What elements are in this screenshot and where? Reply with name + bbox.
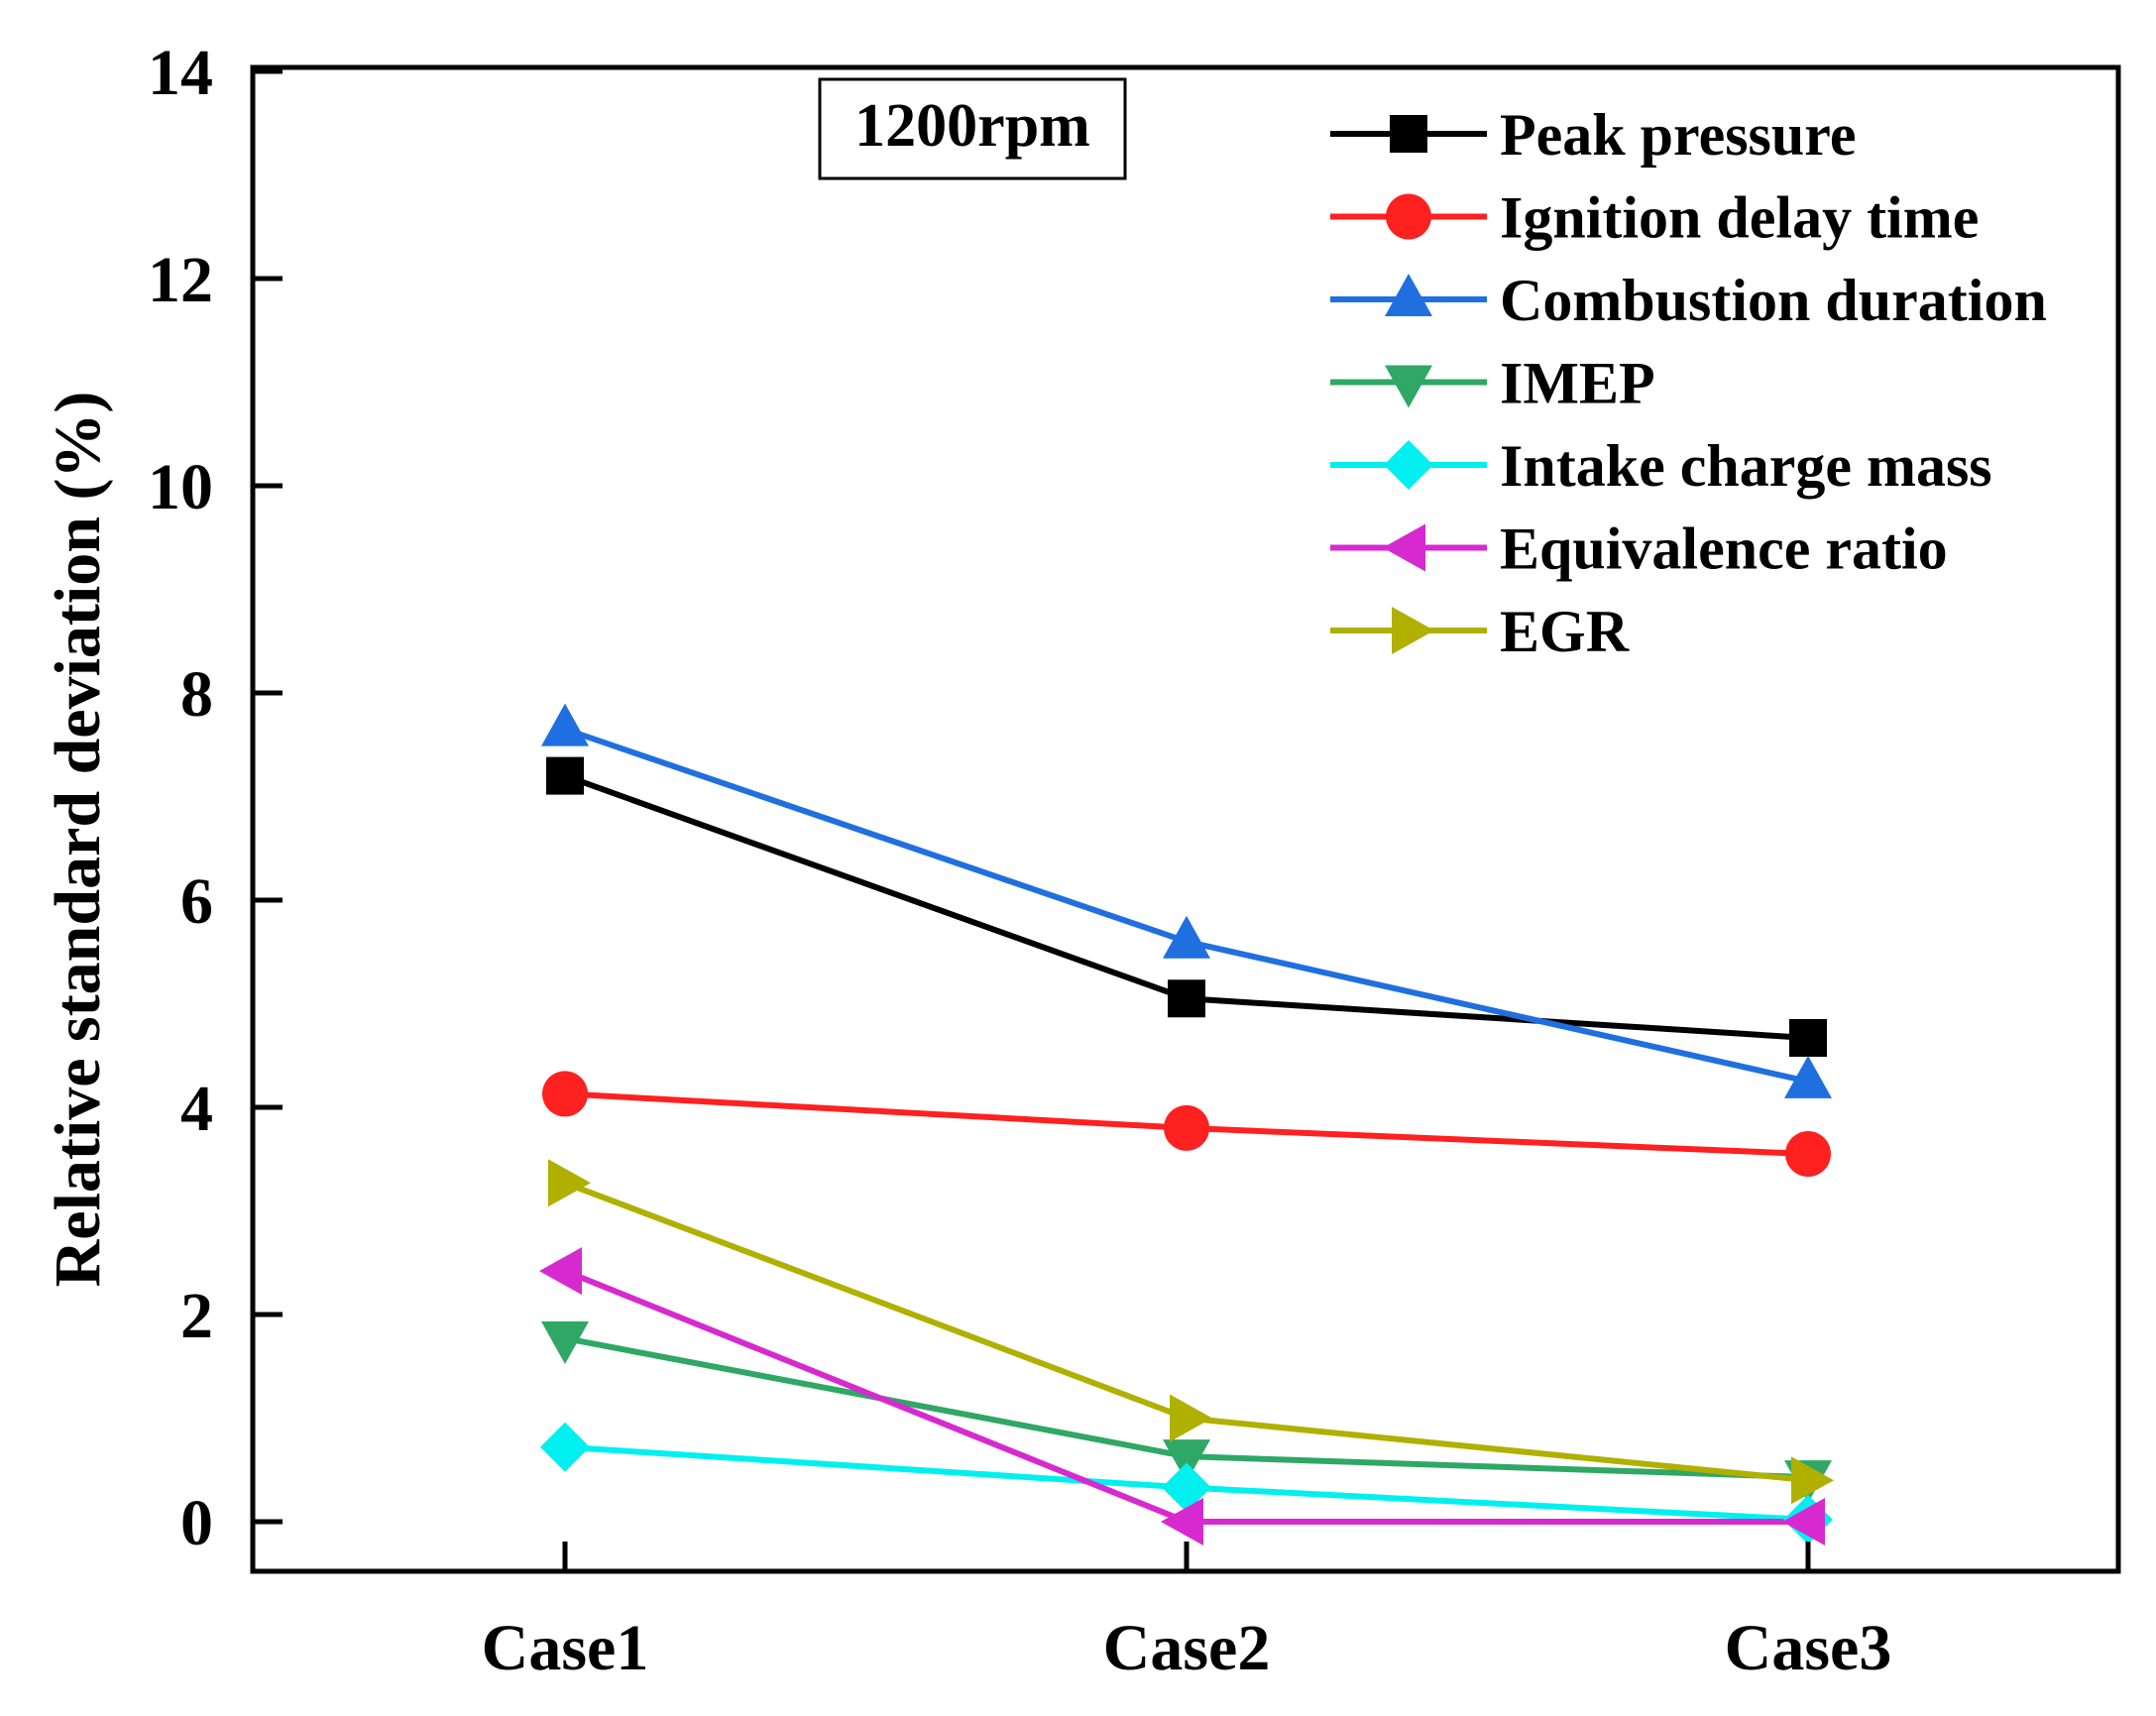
data-point <box>1782 1498 1825 1545</box>
legend-marker <box>1390 115 1427 153</box>
data-point <box>1791 1456 1834 1505</box>
annotation-box <box>818 77 1127 180</box>
data-point <box>1170 1394 1212 1442</box>
data-point <box>1163 1439 1210 1483</box>
legend-label: EGR <box>1500 599 1630 664</box>
y-tick-label: 10 <box>148 451 213 523</box>
y-tick-label: 14 <box>148 37 213 109</box>
legend-label: Peak pressure <box>1500 102 1856 168</box>
y-tick-label: 0 <box>180 1487 213 1559</box>
legend-label: Intake charge mass <box>1500 433 1992 499</box>
data-point <box>1162 1462 1211 1513</box>
data-point <box>541 1321 589 1365</box>
y-tick-label: 6 <box>180 865 213 938</box>
legend-marker <box>1386 193 1431 240</box>
plot-marks <box>539 703 1834 1545</box>
data-point <box>546 756 584 795</box>
y-tick-label: 12 <box>148 244 213 316</box>
data-point <box>1789 1018 1827 1057</box>
data-point <box>541 703 589 746</box>
x-tick-label: Case3 <box>1725 1612 1892 1684</box>
data-point <box>542 1071 588 1117</box>
series-line <box>563 1180 1809 1484</box>
data-point <box>1163 915 1210 959</box>
annotation-label: 1200rpm <box>854 92 1090 160</box>
legend-label: Equivalence ratio <box>1500 516 1948 582</box>
data-point <box>1784 1055 1832 1098</box>
annotation: 1200rpm <box>818 77 1127 180</box>
x-tick-label: Case2 <box>1103 1612 1271 1684</box>
legend-label: Combustion duration <box>1500 268 2047 333</box>
axis-labels: 0 2 4 6 8 10 12 14 Case1 Case2 Case3 Relative stand… <box>42 37 1891 1684</box>
data-point <box>540 1422 590 1472</box>
legend-marker <box>1385 365 1432 408</box>
legend-label: IMEP <box>1500 351 1655 416</box>
data-point <box>1164 1104 1209 1151</box>
y-tick-label: 2 <box>180 1280 213 1352</box>
data-point <box>548 1159 591 1207</box>
axes <box>250 64 2121 1574</box>
data-point <box>539 1247 582 1296</box>
legend-label: Ignition delay time <box>1500 185 1979 251</box>
y-axis-title: Relative standard deviation (%) <box>42 392 114 1288</box>
legend: Peak pressure Ignition delay time Combusti… <box>1330 102 2047 664</box>
legend-marker <box>1383 523 1425 572</box>
legend-marker <box>1392 607 1434 654</box>
y-tick-label: 4 <box>180 1073 213 1145</box>
data-point <box>1161 1498 1203 1545</box>
legend-marker <box>1385 274 1432 316</box>
data-point <box>1785 1131 1831 1178</box>
x-tick-label: Case1 <box>482 1612 649 1684</box>
legend-marker <box>1384 440 1433 490</box>
data-point <box>1168 979 1205 1018</box>
y-tick-label: 8 <box>180 658 213 731</box>
